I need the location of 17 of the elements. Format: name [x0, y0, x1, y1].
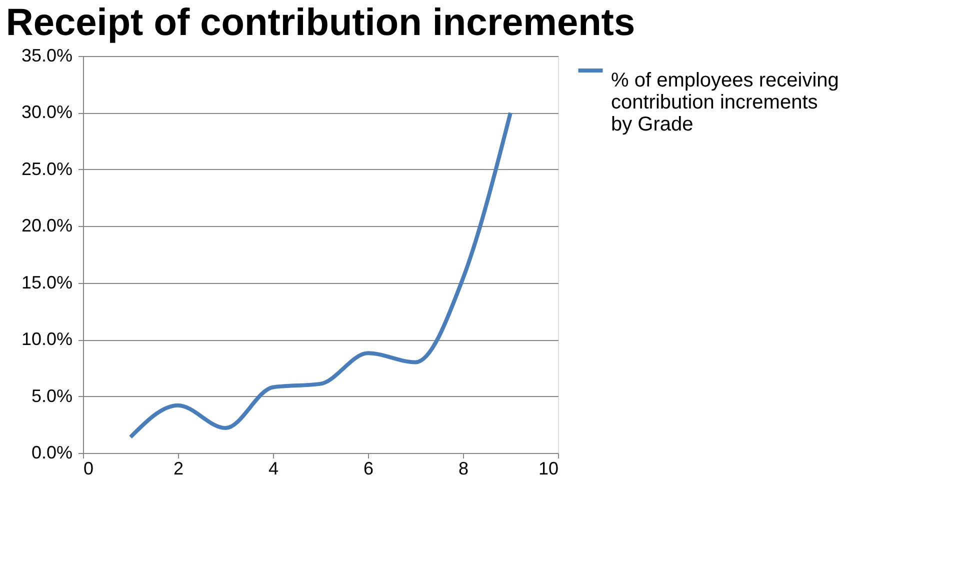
x-tick-label: 10: [538, 458, 558, 478]
y-tick-label: 0.0%: [31, 442, 72, 462]
chart-title: Receipt of contribution increments: [6, 2, 636, 44]
line-series: [128, 110, 512, 440]
x-tick-label: 0: [84, 458, 94, 478]
x-tick-label: 4: [268, 458, 279, 478]
y-tick-label: 10.0%: [21, 329, 72, 350]
y-tick-label: 25.0%: [21, 158, 72, 179]
y-tick-label: 5.0%: [31, 386, 72, 406]
x-tick-label: 6: [363, 458, 374, 478]
y-tick-label: 20.0%: [21, 216, 72, 236]
y-tick-label: 35.0%: [21, 46, 72, 66]
y-tick-label: 30.0%: [21, 102, 72, 122]
x-tick-label: 2: [173, 458, 184, 478]
y-tick-label: 15.0%: [21, 272, 72, 292]
x-tick-label: 8: [458, 458, 469, 478]
legend-label: % of employees receiving contribution increments by Grade: [611, 70, 839, 136]
